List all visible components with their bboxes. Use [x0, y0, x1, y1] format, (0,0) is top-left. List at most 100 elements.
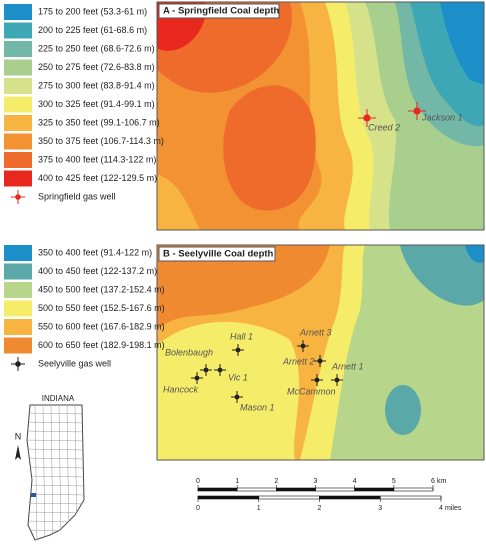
scale-tick-label: 1 — [257, 505, 261, 512]
county-line — [27, 448, 84, 451]
well-symbol — [413, 107, 421, 115]
legend-swatch — [4, 41, 32, 57]
legend-label: 500 to 550 feet (152.5-167.6 m) — [38, 303, 165, 313]
legend-label: 450 to 500 feet (137.2-152.4 m) — [38, 284, 165, 294]
scale-unit: miles — [445, 505, 462, 512]
north-arrow — [15, 445, 21, 460]
scale-segment — [319, 495, 381, 500]
county-line — [27, 538, 84, 540]
legend-swatch — [4, 96, 32, 113]
county-line — [27, 466, 84, 469]
well-label: McCammon — [287, 386, 336, 396]
county-line — [42, 405, 46, 540]
map-a — [157, 2, 484, 230]
well-symbol — [234, 394, 240, 400]
legend-label: 200 to 225 feet (61-68.6 m) — [38, 25, 147, 35]
well-label: Mason 1 — [240, 402, 275, 412]
zone — [157, 245, 330, 330]
scale-tick-label: 0 — [196, 478, 200, 485]
legend-swatch — [4, 319, 32, 335]
zone — [385, 385, 421, 435]
scale-tick-label: 2 — [274, 478, 278, 485]
legend-label: 225 to 250 feet (68.6-72.6 m) — [38, 43, 155, 53]
well-symbol — [15, 361, 21, 367]
scale-segment — [236, 487, 277, 492]
well-label: Hall 1 — [230, 331, 253, 341]
legend-swatch — [4, 59, 32, 76]
scale-tick-label: 3 — [378, 505, 382, 512]
well-symbol — [314, 377, 320, 383]
legend-swatch — [4, 337, 32, 354]
map-title: B - Seelyville Coal depth — [163, 249, 274, 260]
scale-tick-label: 5 — [392, 478, 396, 485]
well-symbol — [363, 114, 371, 122]
well-label: Arnett 1 — [331, 361, 364, 371]
legend-swatch — [4, 170, 32, 187]
county-line — [27, 439, 84, 442]
legend-label: 600 to 650 feet (182.9-198.1 m) — [38, 340, 165, 350]
county-line — [27, 457, 84, 460]
scale-tick-label: 4 — [439, 505, 443, 512]
scale-segment — [354, 487, 395, 492]
legend-label: 350 to 400 feet (91.4-122 m) — [38, 247, 152, 257]
legend-label: 300 to 325 feet (91.4-99.1 m) — [38, 99, 155, 109]
legend-swatch — [4, 263, 32, 280]
well-symbol — [317, 358, 323, 364]
zone — [440, 2, 484, 85]
well-symbol — [194, 375, 200, 381]
legend-label: 325 to 350 feet (99.1-106.7 m) — [38, 117, 160, 127]
legend-label: 275 to 300 feet (83.8-91.4 m) — [38, 80, 155, 90]
map-b — [157, 245, 484, 460]
well-symbol — [15, 194, 21, 200]
well-label: Creed 2 — [368, 122, 400, 132]
county-line — [27, 502, 84, 505]
legend-label: 400 to 450 feet (122-137.2 m) — [38, 266, 157, 276]
map-frame — [156, 244, 485, 461]
scale-tick-label: 4 — [353, 478, 357, 485]
well-symbol — [217, 367, 223, 373]
legend-swatch — [4, 22, 32, 39]
county-line — [27, 430, 84, 433]
scale-segment — [276, 487, 316, 492]
north-label: N — [15, 431, 22, 441]
well-label: Bolenbaugh — [165, 347, 213, 357]
scale-unit: km — [437, 478, 447, 485]
scale-tick-label: 1 — [235, 478, 239, 485]
well-symbol — [203, 367, 209, 373]
legend-swatch — [4, 115, 32, 131]
title-box — [158, 3, 280, 19]
county-line — [27, 421, 84, 424]
title-box — [158, 246, 276, 262]
county-line — [34, 405, 38, 540]
zone — [223, 85, 316, 211]
inset: INDIANA N — [15, 394, 85, 541]
legend-swatch — [4, 152, 32, 168]
zone — [400, 245, 484, 306]
scale-segment — [393, 487, 434, 492]
scale-segment — [315, 487, 355, 492]
legend-label: 550 to 600 feet (167.6-182.9 m) — [38, 321, 165, 331]
legend-label: 350 to 375 feet (106.7-114.3 m) — [38, 136, 164, 146]
zone — [157, 175, 200, 230]
legend-label: 375 to 400 feet (114.3-122 m) — [38, 154, 156, 164]
scale-segment — [379, 495, 442, 500]
well-symbol — [334, 377, 340, 383]
legend-swatch — [4, 300, 32, 317]
legend-swatch — [4, 282, 32, 298]
scale-tick-label: 6 — [431, 478, 435, 485]
scale-tick-label: 3 — [314, 478, 318, 485]
legend-label: 175 to 200 feet (53.3-61 m) — [38, 6, 147, 16]
state-outline — [26, 404, 85, 541]
map-frame — [156, 1, 485, 231]
county-line — [27, 511, 84, 514]
legend-label: 400 to 425 feet (122-129.5 m) — [38, 173, 157, 183]
legend-swatch — [4, 133, 32, 150]
legend-swatch — [4, 78, 32, 94]
well-label: Arnett 3 — [299, 327, 332, 337]
scale-segment — [197, 495, 260, 500]
scale-tick-label: 0 — [196, 505, 200, 512]
county-line — [27, 475, 84, 478]
county-line — [27, 484, 84, 487]
